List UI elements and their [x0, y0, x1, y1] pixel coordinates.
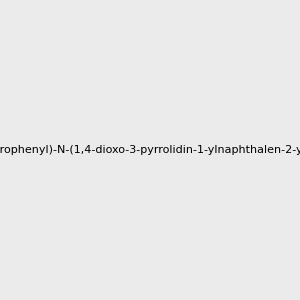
- Text: N-(3,4-difluorophenyl)-N-(1,4-dioxo-3-pyrrolidin-1-ylnaphthalen-2-yl)acetamide: N-(3,4-difluorophenyl)-N-(1,4-dioxo-3-py…: [0, 145, 300, 155]
